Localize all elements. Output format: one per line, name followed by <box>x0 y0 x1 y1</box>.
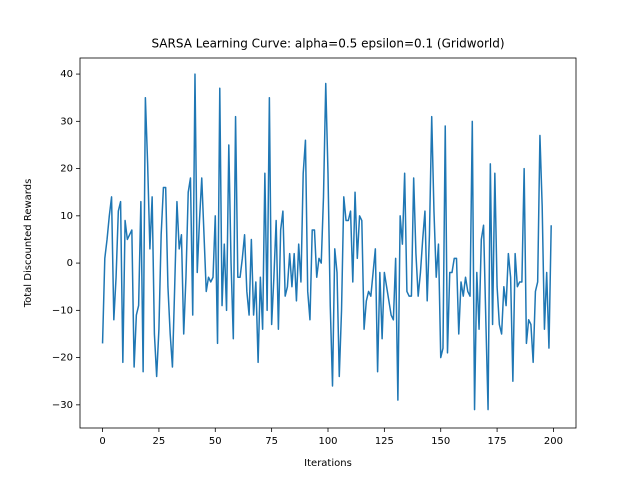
x-tick-label: 125 <box>375 436 394 447</box>
y-tick-label: −20 <box>52 353 73 364</box>
y-tick-label: 20 <box>60 164 73 175</box>
x-tick-label: 100 <box>318 436 337 447</box>
y-tick-label: 40 <box>60 69 73 80</box>
x-tick-label: 75 <box>265 436 278 447</box>
y-axis-label: Total Discounted Rewards <box>23 179 34 309</box>
x-tick-label: 25 <box>153 436 166 447</box>
y-tick-label: −30 <box>52 400 73 411</box>
y-tick-label: 0 <box>67 258 73 269</box>
y-tick-label: −10 <box>52 305 73 316</box>
data-line <box>101 73 552 411</box>
x-tick-label: 0 <box>99 436 105 447</box>
x-tick-label: 50 <box>209 436 222 447</box>
x-tick-label: 175 <box>488 436 507 447</box>
y-tick-label: 30 <box>60 116 73 127</box>
x-tick-label: 200 <box>544 436 563 447</box>
x-tick-label: 150 <box>431 436 450 447</box>
y-tick-label: 10 <box>60 211 73 222</box>
chart-title: SARSA Learning Curve: alpha=0.5 epsilon=… <box>151 37 504 51</box>
plot-frame <box>79 57 577 429</box>
x-axis-label: Iterations <box>304 458 352 469</box>
